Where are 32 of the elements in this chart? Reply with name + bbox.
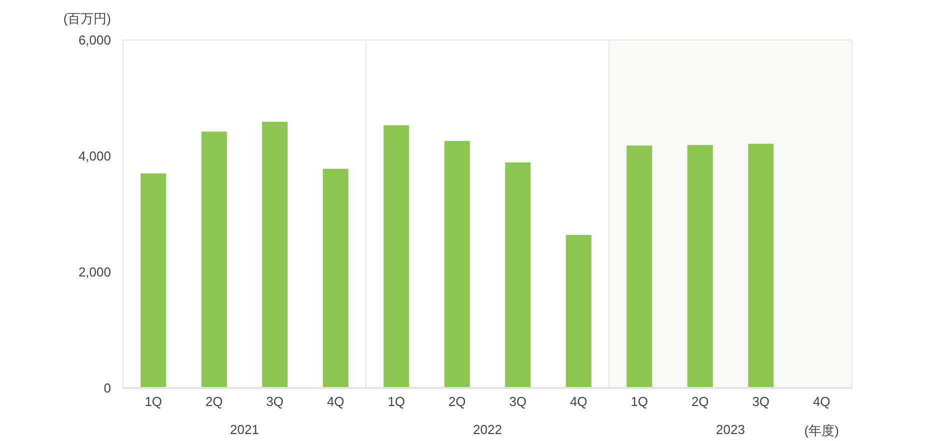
bar [748,144,774,388]
x-tick-label: 1Q [144,394,162,409]
x-tick-label: 4Q [570,394,588,409]
text: 2021 [230,422,259,437]
x-tick-label: 2Q [448,394,466,409]
x-tick-label: 3Q [509,394,527,409]
x-tick-label: 1Q [630,394,648,409]
bar [626,146,652,388]
bar [444,140,470,388]
x-tick-label: 2Q [205,394,223,409]
bar [201,132,227,388]
x-axis-title: (年度) [804,423,839,438]
bar [505,162,531,388]
text: 2023 [716,422,745,437]
bar [262,122,288,388]
y-tick-label: 4,000 [78,148,111,164]
x-tick-label: 3Q [266,394,284,409]
bar [322,168,348,388]
x-tick-label: 3Q [752,394,770,409]
x-tick-label: 4Q [326,394,344,409]
bar [566,234,592,388]
x-tick-label: 4Q [812,394,830,409]
bar [140,173,166,388]
y-axis-title: (百万円) [63,11,111,26]
bar [687,144,713,388]
y-tick-label: 6,000 [78,32,111,48]
y-tick-label: 2,000 [78,264,111,280]
y-tick-label: 0 [104,380,111,396]
bar [384,125,410,388]
x-tick-label: 1Q [388,394,406,409]
text: 2022 [473,422,502,437]
x-tick-label: 2Q [691,394,709,409]
